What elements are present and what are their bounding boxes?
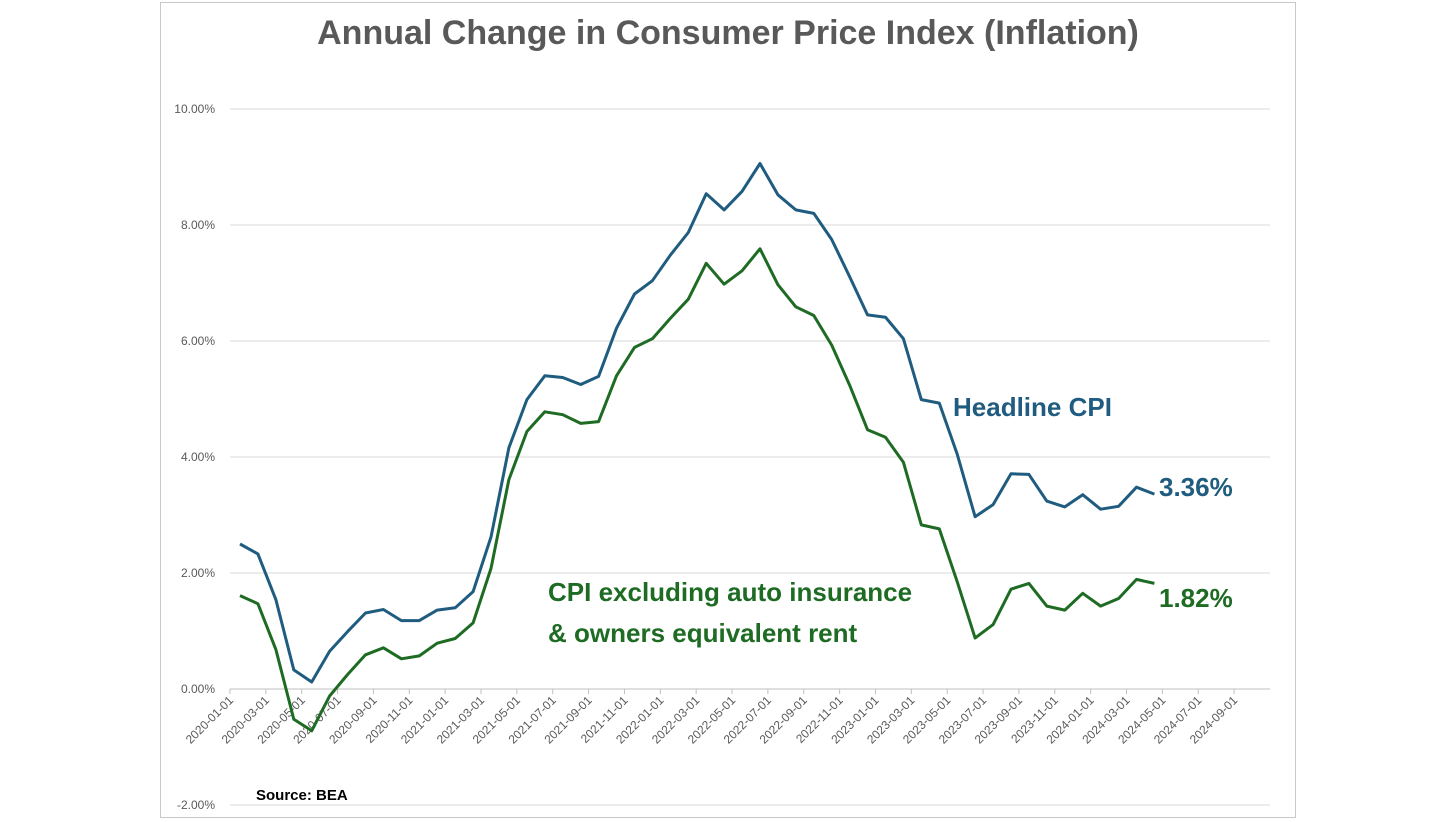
y-tick-label: 10.00% <box>174 102 215 116</box>
headline-cpi-line <box>239 162 1155 684</box>
source-note: Source: BEA <box>256 787 348 804</box>
headline-cpi-value-label: 3.36% <box>1159 472 1233 502</box>
y-axis-ticks: -2.00% 0.00% 2.00% 4.00% 6.00% 8.00% 10.00% <box>174 102 215 812</box>
y-tick-label: -2.00% <box>177 798 215 812</box>
y-tick-label: 4.00% <box>181 450 215 464</box>
core-cpi-line <box>239 247 1155 733</box>
core-cpi-label-line1: CPI excluding auto insurance <box>548 577 912 607</box>
core-cpi-value-label: 1.82% <box>1159 583 1233 613</box>
y-tick-label: 6.00% <box>181 334 215 348</box>
series-lines <box>239 162 1155 733</box>
y-tick-label: 8.00% <box>181 218 215 232</box>
headline-cpi-label: Headline CPI <box>953 392 1112 422</box>
y-tick-label: 2.00% <box>181 566 215 580</box>
x-axis-ticks: 2020-01-012020-03-012020-05-012020-07-01… <box>183 689 1240 747</box>
gridlines <box>230 108 1270 806</box>
chart-title: Annual Change in Consumer Price Index (I… <box>317 14 1139 52</box>
y-tick-label: 0.00% <box>181 682 215 696</box>
chart-frame <box>160 2 1296 818</box>
core-cpi-label-line2: & owners equivalent rent <box>548 618 858 648</box>
